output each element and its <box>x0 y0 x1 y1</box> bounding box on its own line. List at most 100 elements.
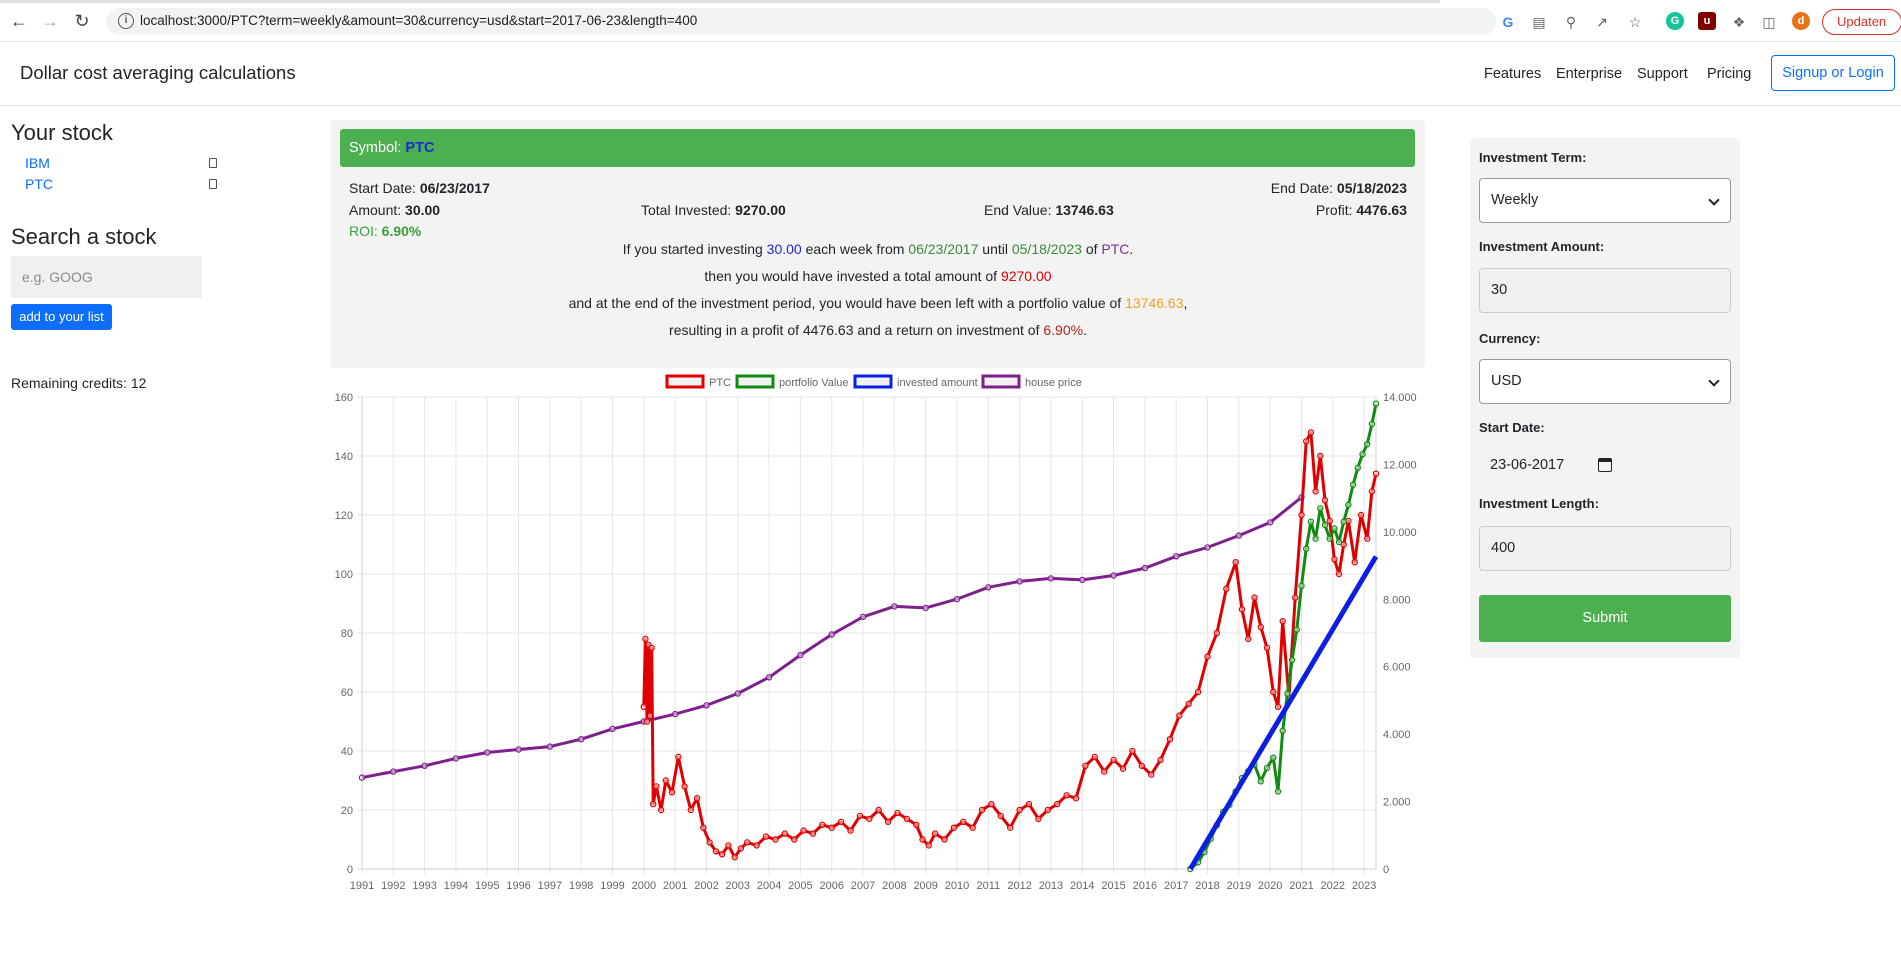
data-point <box>791 836 798 843</box>
data-point <box>390 768 397 775</box>
data-point <box>1345 501 1352 509</box>
data-point <box>1251 594 1258 601</box>
y-right-tick-label: 10.000 <box>1383 527 1417 539</box>
length-input[interactable]: 400 <box>1479 526 1731 571</box>
address-bar[interactable]: i localhost:3000/PTC?term=weekly&amount=… <box>106 8 1513 35</box>
url-text[interactable]: localhost:3000/PTC?term=weekly&amount=30… <box>140 13 698 28</box>
calendar-icon[interactable] <box>1598 458 1612 472</box>
data-point <box>1293 626 1301 633</box>
data-point <box>950 824 958 831</box>
amount-input[interactable]: 30 <box>1479 268 1731 313</box>
data-point <box>725 842 732 849</box>
x-tick-label: 2023 <box>1352 880 1376 892</box>
narr1-e: . <box>1129 241 1134 257</box>
profit: Profit: 4476.63 <box>1316 202 1407 218</box>
data-point <box>1054 800 1061 808</box>
data-point <box>1335 538 1343 546</box>
ublock-extension-icon[interactable]: u <box>1698 12 1716 30</box>
data-point <box>1047 575 1055 582</box>
data-point <box>866 815 873 823</box>
data-point <box>1363 440 1371 448</box>
end-date-value: 05/18/2023 <box>1336 180 1407 196</box>
data-point <box>703 702 710 709</box>
nav-link-pricing[interactable]: Pricing <box>1707 66 1752 82</box>
x-tick-label: 1996 <box>506 880 530 892</box>
nav-link-support[interactable]: Support <box>1637 66 1688 82</box>
start-date-input[interactable]: 23-06-2017 <box>1479 444 1731 489</box>
currency-select-value: USD <box>1491 373 1522 389</box>
share-icon[interactable]: ↗ <box>1596 14 1608 30</box>
data-point <box>1351 558 1358 566</box>
search-input[interactable] <box>11 256 202 298</box>
data-point <box>1204 653 1211 660</box>
delete-ibm-icon[interactable] <box>209 158 217 168</box>
data-point <box>1340 541 1347 548</box>
y-left-tick-label: 0 <box>347 864 353 876</box>
app-navbar: Dollar cost averaging calculations Featu… <box>0 42 1901 106</box>
brand-title[interactable]: Dollar cost averaging calculations <box>20 62 296 83</box>
nav-link-enterprise[interactable]: Enterprise <box>1556 66 1623 82</box>
term-label: Investment Term: <box>1479 150 1587 165</box>
data-point <box>1079 576 1086 584</box>
data-point <box>1284 690 1291 697</box>
data-point <box>1270 688 1277 696</box>
delete-ptc-icon[interactable] <box>209 179 217 189</box>
data-point <box>781 830 788 837</box>
google-icon[interactable]: G <box>1502 14 1514 30</box>
data-point <box>668 789 676 796</box>
y-right-tick-label: 14.000 <box>1383 392 1417 404</box>
x-tick-label: 2015 <box>1101 880 1125 892</box>
reload-icon[interactable]: ↻ <box>74 11 90 31</box>
nav-link-features[interactable]: Features <box>1484 66 1542 82</box>
data-point <box>891 603 898 610</box>
update-button[interactable]: Updaten <box>1822 9 1901 35</box>
data-point <box>1148 771 1155 778</box>
back-arrow-icon[interactable]: ← <box>10 11 28 31</box>
data-point <box>1091 753 1099 761</box>
data-point <box>642 635 649 643</box>
end-value-label: End Value: <box>984 202 1056 218</box>
add-to-list-button[interactable]: add to your list <box>11 304 112 330</box>
start-date-input-value: 23-06-2017 <box>1490 457 1565 473</box>
side-panel-icon[interactable]: ◫ <box>1762 14 1776 30</box>
submit-button[interactable]: Submit <box>1479 595 1731 642</box>
data-point <box>1110 756 1117 764</box>
grammarly-extension-icon[interactable]: G <box>1666 12 1684 30</box>
data-point <box>515 746 522 753</box>
stock-link-ibm[interactable]: IBM <box>25 155 50 171</box>
profile-avatar[interactable]: d <box>1792 12 1810 30</box>
total-invested-value: 9270.00 <box>735 202 786 218</box>
term-select[interactable]: Weekly <box>1479 178 1731 223</box>
data-point <box>1166 736 1174 743</box>
x-tick-label: 2012 <box>1007 880 1031 892</box>
x-tick-label: 1995 <box>475 880 499 892</box>
data-point <box>734 690 741 697</box>
x-tick-label: 2011 <box>976 880 1000 892</box>
data-point <box>1263 644 1271 651</box>
extensions-puzzle-icon[interactable]: ❖ <box>1732 14 1746 30</box>
bookmark-star-icon[interactable]: ☆ <box>1628 14 1642 30</box>
currency-select[interactable]: USD <box>1479 359 1731 404</box>
y-left-tick-label: 100 <box>335 569 353 581</box>
signup-login-button[interactable]: Signup or Login <box>1771 55 1895 91</box>
site-info-icon[interactable]: i <box>118 13 134 29</box>
stock-link-ptc[interactable]: PTC <box>25 176 53 192</box>
zoom-icon[interactable]: ⚲ <box>1565 14 1577 30</box>
data-point <box>828 631 835 638</box>
x-tick-label: 2009 <box>913 880 937 892</box>
data-point <box>1335 570 1343 578</box>
data-point <box>1331 525 1338 532</box>
start-date-label: Start Date: <box>1479 420 1545 435</box>
legend-label: house price <box>1025 377 1082 389</box>
data-point <box>884 818 892 825</box>
data-point <box>960 818 967 825</box>
data-point <box>828 824 835 831</box>
narrative-line-2: then you would have invested a total amo… <box>331 268 1425 284</box>
symbol-value: PTC <box>405 140 435 156</box>
data-point <box>681 783 688 790</box>
x-tick-label: 2007 <box>851 880 875 892</box>
x-tick-label: 2003 <box>726 880 750 892</box>
forward-arrow-icon[interactable]: → <box>41 11 59 31</box>
data-point <box>687 806 694 814</box>
translate-icon[interactable]: ▤ <box>1532 14 1546 30</box>
